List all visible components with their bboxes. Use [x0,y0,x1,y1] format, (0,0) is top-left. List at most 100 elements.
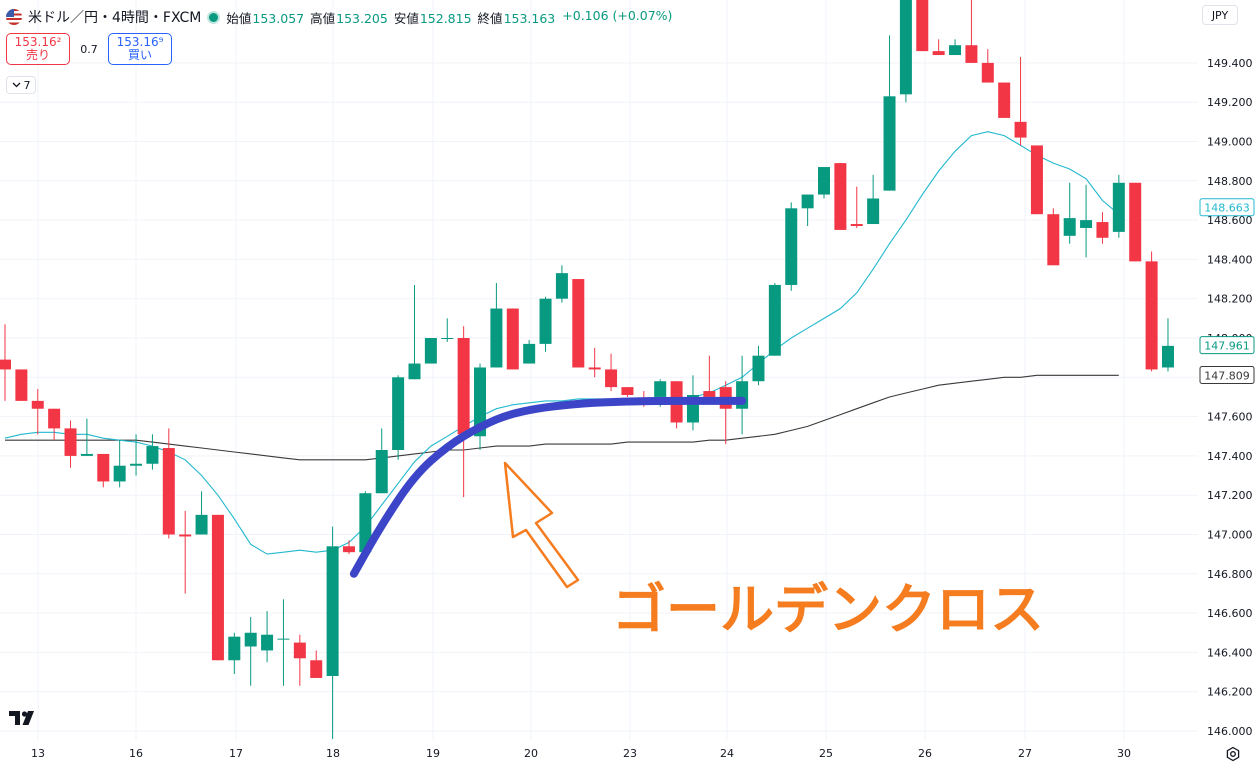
candle [555,265,568,303]
buy-button[interactable]: 153.16⁹ 買い [108,33,172,65]
candle-body [572,279,585,368]
candle-body [785,208,798,285]
ma-long-layer [5,374,1119,461]
currency-button[interactable]: JPY [1202,5,1238,25]
candle [883,35,896,191]
golden-cross-label: ゴールデンクロス [612,578,1044,641]
price-label-box [1199,198,1255,217]
indicator-count: 7 [23,78,31,92]
candle [605,353,618,392]
candle [1080,184,1093,258]
candle-body [801,194,814,209]
sell-price: 153.16² [14,35,62,49]
candle [162,428,175,539]
candle [179,510,192,594]
y-tick-label: 147.400 [1207,450,1253,463]
price-labels: 148.663 147.961 147.809 [1199,198,1255,385]
settings-icon[interactable] [1224,745,1242,763]
candle [441,318,454,342]
change-value: +0.106 (+0.07%) [562,7,673,23]
y-tick-label: 147.200 [1207,489,1253,502]
tradingview-logo-icon[interactable] [8,708,42,728]
y-tick-label: 146.200 [1207,686,1253,699]
buy-price: 153.16⁹ [116,35,164,49]
candle [80,418,93,456]
candle-body [916,0,929,52]
candle [506,308,519,370]
candle-body [244,632,257,647]
x-tick-label: 20 [524,747,538,760]
candle [130,434,143,476]
ma-short-layer [4,131,1120,555]
candle [523,339,536,364]
candle [277,599,290,686]
candle [293,634,306,686]
candle-body [195,514,208,535]
candle [998,82,1011,118]
x-tick-label: 25 [819,747,833,760]
x-tick-label: 26 [918,747,932,760]
y-tick-label: 149.000 [1207,136,1253,149]
indicators-toggle[interactable]: 7 [6,76,36,94]
low-value: 152.815 [419,10,472,26]
candle-body [490,308,503,368]
ma-long-line [5,374,1119,461]
candle [261,611,274,663]
y-tick-label: 148.800 [1207,175,1253,188]
candle-body [981,62,994,83]
candle [752,345,765,386]
candle [195,491,208,535]
candle [457,326,470,498]
x-tick-label: 23 [623,747,637,760]
close-label: 終値 [477,10,503,26]
trade-panel: 153.16² 売り 0.7 153.16⁹ 買い [6,33,172,65]
candle [818,167,830,199]
candle [1145,251,1158,372]
annotation-arrow-icon [503,461,580,589]
candle [408,284,421,380]
candle [113,440,126,488]
candle-body [375,450,388,494]
x-tick-label: 24 [720,747,734,760]
candle-body [392,377,405,451]
price-label-ma_short: 148.663 [1199,198,1255,217]
sell-button[interactable]: 153.16² 売り [6,33,70,65]
candle-body [48,408,61,429]
price-label-text: 147.961 [1204,340,1250,353]
candle-body [588,367,601,370]
price-label-ma_long: 147.809 [1199,366,1255,385]
candle [899,0,912,103]
candle-body [899,0,912,95]
candle-body [359,493,372,553]
candle [244,617,257,686]
candle-body [1080,220,1093,228]
candle-body [834,163,847,230]
candle [1030,145,1043,215]
candle-body [768,284,781,356]
candle-body [113,465,126,482]
price-label-last: 147.961 [1199,336,1255,355]
candle-body [162,448,175,535]
low-label: 安値 [393,10,419,26]
price-label-box [1199,366,1255,385]
candle-body [277,638,290,640]
candle [834,163,847,230]
symbol-title[interactable]: 米ドル／円・4時間・FXCM [28,10,202,26]
time-axis: 13 16 17 18 19 20 23 24 25 26 27 30 [0,740,1198,767]
price-label-box [1199,336,1255,355]
x-tick-label: 27 [1018,747,1032,760]
candle-body [146,446,159,464]
candle [539,296,552,352]
y-tick-label: 148.200 [1207,293,1253,306]
y-tick-label: 147.600 [1207,411,1253,424]
candle-body [211,514,224,661]
candle [342,540,355,555]
candle-body [1063,218,1076,236]
time-axis-bg [0,740,1198,767]
candle-body [1030,145,1043,215]
candle-body [932,51,945,56]
candle [326,526,339,739]
x-tick-label: 19 [426,747,440,760]
candle-body [310,660,323,678]
